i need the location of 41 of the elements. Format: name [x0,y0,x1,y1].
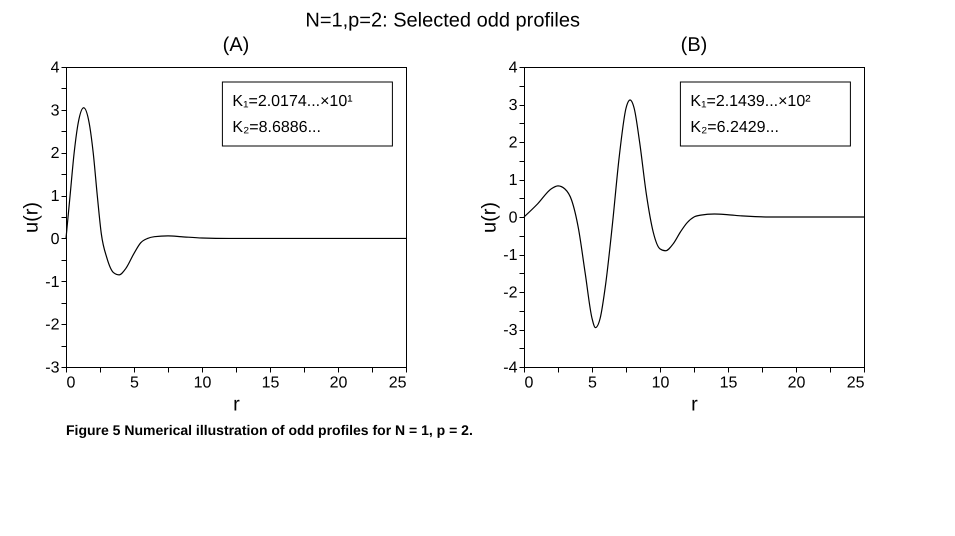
x-tick-label: 5 [130,374,140,392]
y-tick-label: 0 [508,210,518,226]
y-tick-label: 0 [50,230,60,248]
x-axis-title: r [691,394,698,416]
y-tick-label: -2 [503,284,518,302]
y-tick-label: -4 [503,360,518,376]
x-tick-label: 20 [788,374,806,392]
y-tick-label: 4 [50,60,60,76]
y-tick-label: 3 [508,97,518,114]
x-tick-label: 20 [330,374,348,392]
x-tick-label: 25 [846,374,865,392]
text: N=1,p=2: Selected odd profiles [305,10,580,32]
y-tick-label: -3 [45,360,60,376]
y-axis-title: u(r) [478,202,500,234]
x-tick-label: 15 [720,374,738,392]
y-axis-title: u(r) [20,202,42,234]
x-tick-label: 10 [194,374,212,392]
annotation: K₂=8.6886... [232,119,321,136]
caption: Figure 5 Numerical illustration of odd profiles for N = 1, p = 2. [66,422,473,438]
x-tick-label: 5 [588,374,598,392]
y-tick-label: -1 [503,247,518,264]
y-tick-label: 1 [50,188,60,206]
x-tick-label: 0 [66,374,76,392]
y-tick-label: 2 [50,145,60,162]
x-axis-title: r [233,394,240,416]
y-tick-label: -1 [45,274,60,291]
chart-title: (A) [222,34,250,56]
y-tick-label: 2 [508,134,518,152]
y-tick-label: 1 [508,172,518,189]
annotation: K₁=2.1439...×10² [690,93,812,110]
annotation: K₁=2.0174...×10¹ [232,93,353,110]
x-tick-label: 0 [524,374,534,392]
x-tick-label: 15 [262,374,280,392]
y-tick-label: 4 [508,60,518,76]
x-tick-label: 25 [388,374,407,392]
y-tick-label: -2 [45,316,60,334]
y-tick-label: -3 [503,322,518,339]
y-tick-label: 3 [50,102,60,120]
annotation: K₂=6.2429... [690,119,779,136]
x-tick-label: 10 [652,374,670,392]
chart-title: (B) [680,34,708,56]
